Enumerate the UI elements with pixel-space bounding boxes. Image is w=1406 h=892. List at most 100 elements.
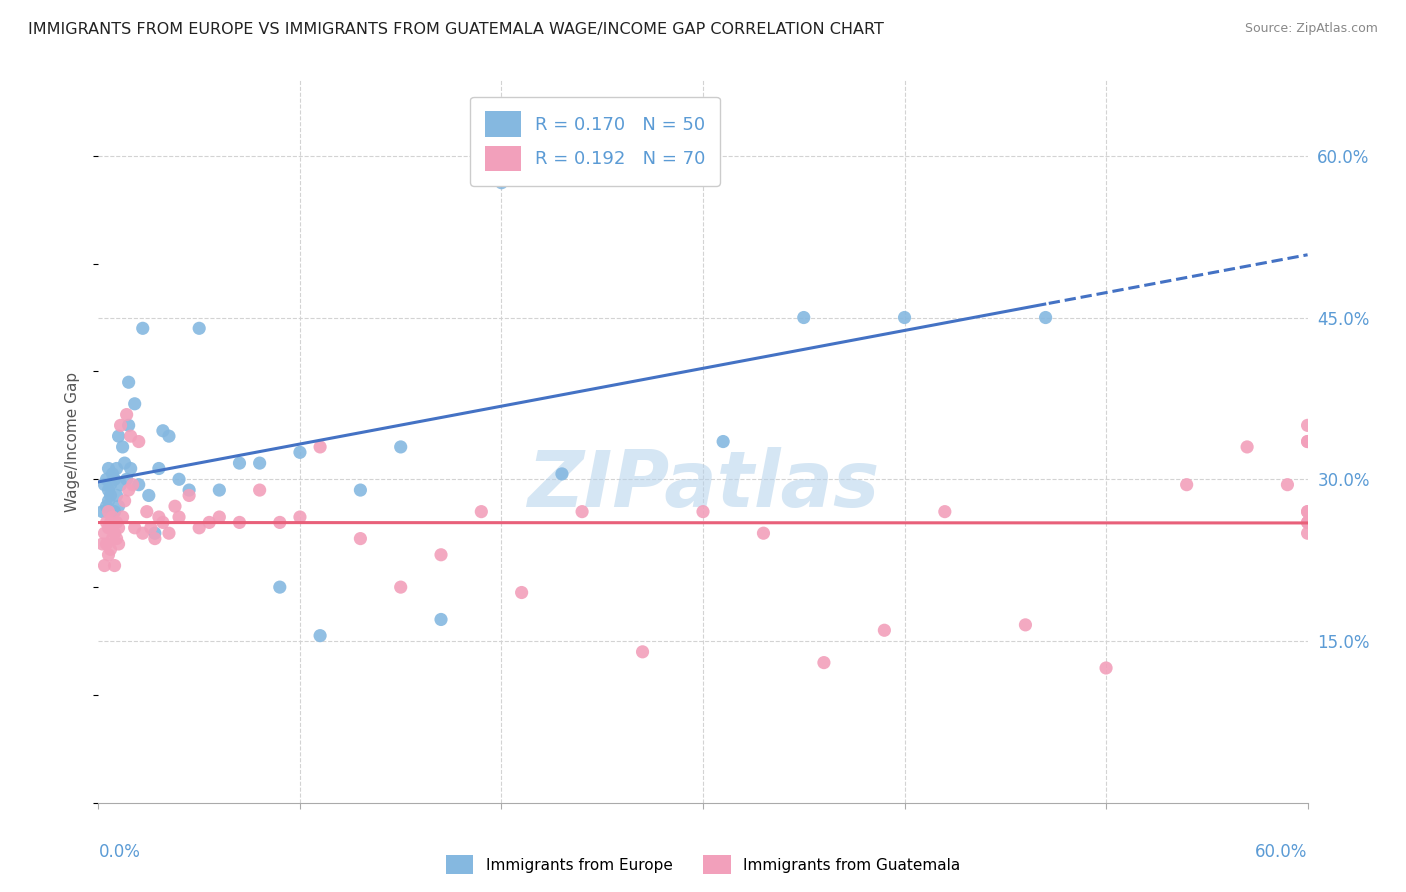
Point xyxy=(96,516,118,530)
Point xyxy=(1296,418,1319,433)
Point xyxy=(188,521,211,535)
Point xyxy=(100,542,122,557)
Point xyxy=(103,505,125,519)
Point xyxy=(249,483,271,497)
Point xyxy=(91,537,114,551)
Point xyxy=(110,418,132,433)
Point xyxy=(349,483,371,497)
Point xyxy=(138,488,160,502)
Point xyxy=(120,429,142,443)
Point xyxy=(934,505,956,519)
Point xyxy=(103,526,125,541)
Point xyxy=(96,472,118,486)
Point xyxy=(157,526,180,541)
Point xyxy=(97,548,120,562)
Point xyxy=(269,580,291,594)
Point xyxy=(430,548,453,562)
Point xyxy=(132,321,155,335)
Point xyxy=(179,483,201,497)
Point xyxy=(124,397,146,411)
Point xyxy=(571,505,593,519)
Point xyxy=(100,477,122,491)
Point xyxy=(96,500,118,514)
Point xyxy=(110,477,132,491)
Point xyxy=(1236,440,1258,454)
Point xyxy=(1296,516,1319,530)
Point xyxy=(349,532,371,546)
Point xyxy=(152,516,174,530)
Point xyxy=(157,429,180,443)
Point xyxy=(121,477,143,491)
Point xyxy=(93,526,115,541)
Point xyxy=(813,656,835,670)
Point xyxy=(470,505,492,519)
Point xyxy=(114,456,136,470)
Point xyxy=(198,516,221,530)
Point xyxy=(105,532,128,546)
Point xyxy=(179,488,201,502)
Text: 60.0%: 60.0% xyxy=(1256,843,1308,861)
Point xyxy=(1035,310,1057,325)
Point xyxy=(100,488,122,502)
Point xyxy=(1095,661,1118,675)
Point xyxy=(249,456,271,470)
Point xyxy=(793,310,815,325)
Point xyxy=(118,418,141,433)
Point xyxy=(135,505,157,519)
Point xyxy=(873,624,896,638)
Point xyxy=(124,521,146,535)
Point xyxy=(97,493,120,508)
Point xyxy=(1296,434,1319,449)
Point xyxy=(107,429,129,443)
Point xyxy=(118,376,141,390)
Point xyxy=(107,537,129,551)
Text: 0.0%: 0.0% xyxy=(98,843,141,861)
Point xyxy=(114,493,136,508)
Point xyxy=(118,483,141,497)
Point xyxy=(105,516,128,530)
Point xyxy=(101,467,124,481)
Legend: R = 0.170   N = 50, R = 0.192   N = 70: R = 0.170 N = 50, R = 0.192 N = 70 xyxy=(470,96,720,186)
Point xyxy=(510,585,533,599)
Point xyxy=(430,612,453,626)
Point xyxy=(143,526,166,541)
Point xyxy=(97,461,120,475)
Point xyxy=(120,461,142,475)
Point xyxy=(101,510,124,524)
Point xyxy=(167,472,190,486)
Point xyxy=(1296,516,1319,530)
Point xyxy=(228,456,250,470)
Point xyxy=(115,408,138,422)
Point xyxy=(103,558,125,573)
Point xyxy=(97,505,120,519)
Point xyxy=(93,477,115,491)
Point xyxy=(631,645,654,659)
Point xyxy=(692,505,714,519)
Point xyxy=(208,483,231,497)
Point xyxy=(711,434,734,449)
Point xyxy=(97,483,120,497)
Point xyxy=(139,521,162,535)
Text: IMMIGRANTS FROM EUROPE VS IMMIGRANTS FROM GUATEMALA WAGE/INCOME GAP CORRELATION : IMMIGRANTS FROM EUROPE VS IMMIGRANTS FRO… xyxy=(28,22,884,37)
Point xyxy=(288,510,311,524)
Point xyxy=(309,440,332,454)
Point xyxy=(1296,505,1319,519)
Legend: Immigrants from Europe, Immigrants from Guatemala: Immigrants from Europe, Immigrants from … xyxy=(440,849,966,880)
Point xyxy=(101,532,124,546)
Point xyxy=(93,558,115,573)
Point xyxy=(1296,505,1319,519)
Point xyxy=(893,310,915,325)
Point xyxy=(111,440,134,454)
Point xyxy=(1175,477,1198,491)
Point xyxy=(107,521,129,535)
Point xyxy=(152,424,174,438)
Point xyxy=(208,510,231,524)
Point xyxy=(97,521,120,535)
Point xyxy=(100,516,122,530)
Point xyxy=(105,488,128,502)
Point xyxy=(1296,434,1319,449)
Point xyxy=(128,434,150,449)
Point xyxy=(148,510,170,524)
Point xyxy=(228,516,250,530)
Point xyxy=(288,445,311,459)
